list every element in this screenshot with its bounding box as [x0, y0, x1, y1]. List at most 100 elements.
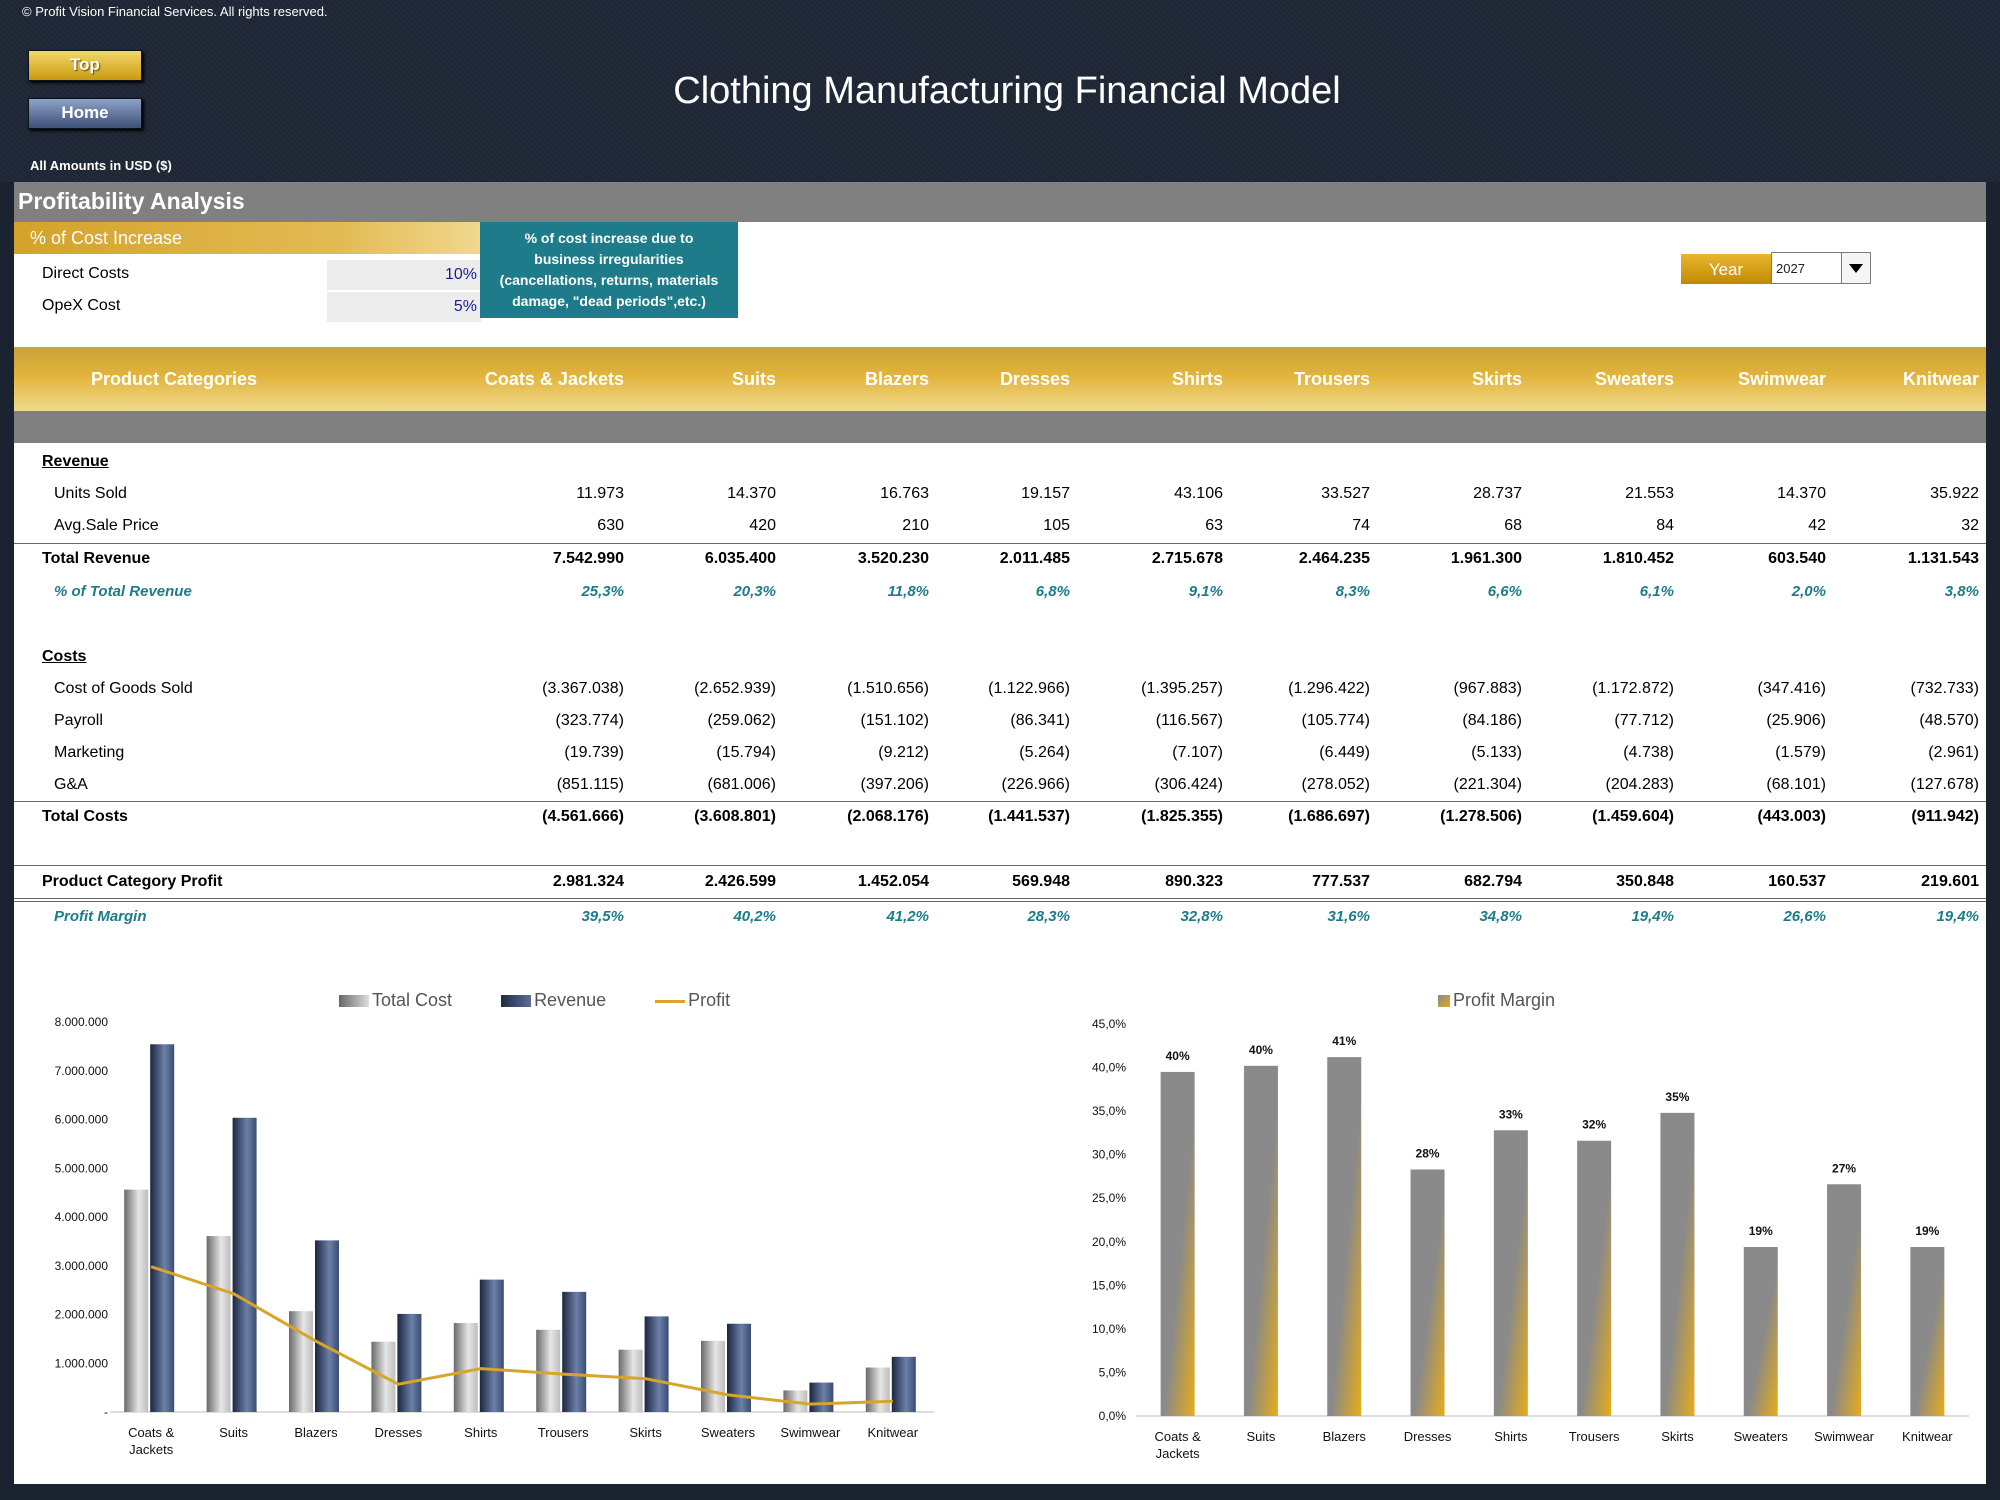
table-cell: (2.961)	[1928, 744, 1979, 761]
opex-cost-label: OpeX Cost	[42, 297, 121, 314]
cost-revenue-profit-chart: - 1.000.000 2.000.000 3.000.000 4.000.000 5.0…	[55, 1015, 934, 1457]
legend-label: Profit	[688, 990, 731, 1010]
x-category-label: Blazers	[1323, 1429, 1367, 1444]
y-tick-label: 0,0%	[1099, 1409, 1127, 1423]
table-cell: (1.579)	[1775, 744, 1826, 761]
table-cell: 84	[1656, 517, 1674, 534]
table-cell: (1.395.257)	[1141, 680, 1223, 697]
cost-increase-title: % of Cost Increase	[30, 228, 183, 248]
y-tick-label: 45,0%	[1092, 1017, 1126, 1031]
top-button[interactable]: Top	[28, 50, 142, 81]
category-header-cell: Knitwear	[1902, 369, 1979, 389]
table-cell: (2.652.939)	[694, 680, 776, 697]
row-label: Revenue	[42, 453, 109, 470]
table-cell: 890.323	[1165, 873, 1223, 890]
table-cell: (84.186)	[1462, 712, 1522, 729]
table-cell: (4.561.666)	[542, 808, 624, 825]
profit-margin-bar	[1243, 1065, 1278, 1416]
table-cell: (7.107)	[1172, 744, 1223, 761]
opex-cost-input[interactable]: 5%	[327, 292, 481, 322]
table-cell: (1.122.966)	[988, 680, 1070, 697]
y-tick-label: 10,0%	[1092, 1322, 1126, 1336]
table-cell: 19,4%	[1936, 908, 1979, 925]
table-cell: (5.133)	[1471, 744, 1522, 761]
table-cell: (68.101)	[1766, 776, 1826, 793]
x-category-label: Swimwear	[1814, 1429, 1875, 1444]
table-cell: (1.825.355)	[1141, 808, 1223, 825]
direct-costs-input[interactable]: 10%	[327, 260, 481, 290]
table-row: Costs	[14, 642, 1986, 674]
x-category-label: Dresses	[375, 1425, 423, 1440]
table-cell: 35.922	[1930, 485, 1979, 502]
table-cell: (6.449)	[1319, 744, 1370, 761]
table-cell: 32	[1961, 517, 1979, 534]
table-cell: 6,1%	[1639, 583, 1674, 600]
table-cell: 21.553	[1625, 485, 1674, 502]
table-cell: (48.570)	[1919, 712, 1979, 729]
table-cell: 20,3%	[733, 583, 776, 600]
chevron-down-icon[interactable]	[1841, 253, 1870, 283]
revenue-bar	[232, 1117, 257, 1412]
row-label: Payroll	[54, 712, 103, 729]
table-cell: 7.542.990	[552, 550, 624, 567]
profit-margin-bar	[1660, 1112, 1695, 1416]
table-cell: 31,6%	[1327, 908, 1370, 925]
direct-costs-label: Direct Costs	[42, 265, 130, 282]
category-header-cell: Dresses	[999, 369, 1070, 389]
table-row: Product Category Profit 2.981.324 2.426.59…	[14, 867, 1986, 899]
category-header-cell: Shirts	[1171, 369, 1223, 389]
table-cell: 19,4%	[1631, 908, 1674, 925]
table-cell: (681.006)	[707, 776, 777, 793]
cost-increase-note: % of cost increase due to business irreg…	[480, 222, 738, 318]
home-button[interactable]: Home	[28, 98, 142, 129]
profit-line-swatch	[655, 999, 686, 1003]
y-tick-label: 3.000.000	[55, 1259, 109, 1273]
revenue-bar	[644, 1316, 669, 1412]
total-cost-bar	[865, 1367, 890, 1412]
revenue-bar	[479, 1279, 504, 1412]
table-row: G&A (851.115) (681.006) (397.206) (226.966) (…	[14, 770, 1986, 802]
x-category-label: Trousers	[1569, 1429, 1620, 1444]
year-dropdown[interactable]: 2027	[1771, 252, 1871, 284]
table-row: Cost of Goods Sold (3.367.038) (2.652.939)…	[14, 674, 1986, 706]
row-divider	[14, 898, 1986, 899]
table-cell: 68	[1504, 517, 1522, 534]
table-cell: 603.540	[1768, 550, 1826, 567]
table-cell: 777.537	[1312, 873, 1370, 890]
table-cell: 350.848	[1616, 873, 1674, 890]
year-value: 2027	[1776, 261, 1805, 276]
table-cell: (259.062)	[707, 712, 777, 729]
table-cell: 16.763	[880, 485, 929, 502]
table-cell: (5.264)	[1019, 744, 1070, 761]
x-category-label: Dresses	[1404, 1429, 1452, 1444]
revenue-bar	[315, 1240, 339, 1412]
y-tick-label: 20,0%	[1092, 1235, 1126, 1249]
y-tick-label: 6.000.000	[55, 1113, 109, 1127]
row-divider	[14, 801, 1986, 802]
table-cell: 9,1%	[1188, 583, 1223, 600]
table-cell: (323.774)	[555, 712, 625, 729]
table-cell: (3.367.038)	[542, 680, 624, 697]
table-cell: (1.278.506)	[1440, 808, 1522, 825]
category-label-line: Coats &	[128, 1425, 175, 1440]
category-header-cell: Trousers	[1293, 369, 1370, 389]
data-label: 33%	[1499, 1107, 1523, 1121]
revenue-bar	[727, 1323, 751, 1412]
data-label: 19%	[1749, 1224, 1773, 1238]
table-cell: 19.157	[1021, 485, 1070, 502]
profit-margin-bar	[1327, 1057, 1362, 1416]
legend-item-revenue: Revenue	[501, 990, 606, 1010]
profit-margin-bar	[1827, 1184, 1862, 1416]
category-label-line: Coats &	[1155, 1429, 1202, 1444]
table-cell: 41,2%	[886, 908, 929, 925]
category-header-label: Product Categories	[91, 369, 258, 389]
revenue-bar	[809, 1382, 834, 1412]
table-row: Marketing (19.739) (15.794) (9.212) (5.264) (…	[14, 738, 1986, 770]
table-cell: (278.052)	[1301, 776, 1371, 793]
table-cell: (226.966)	[1001, 776, 1071, 793]
table-cell: 3.520.230	[857, 550, 929, 567]
table-cell: (1.686.697)	[1288, 808, 1370, 825]
data-label: 32%	[1582, 1118, 1606, 1132]
table-cell: (306.424)	[1154, 776, 1224, 793]
profit-margin-bar	[1160, 1071, 1195, 1416]
